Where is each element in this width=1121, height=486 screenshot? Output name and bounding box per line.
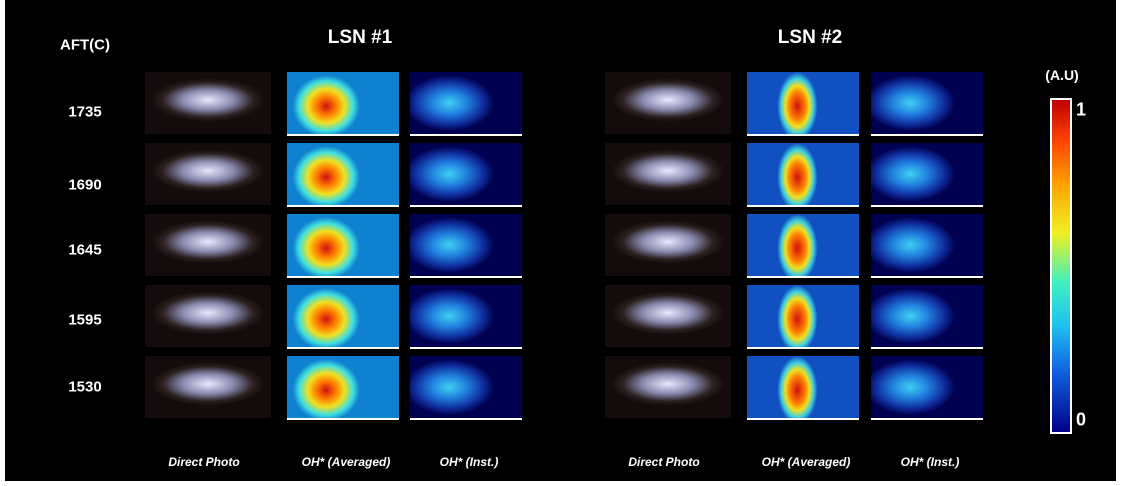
flame-image xyxy=(605,214,731,276)
figure: AFT(C) (A.U) 1 0 1735 1690 1645 1595 1530 LSN… xyxy=(5,0,1116,481)
row-label: 1530 xyxy=(68,379,101,396)
flame-image xyxy=(287,143,399,207)
flame-image xyxy=(747,143,859,207)
flame-image xyxy=(747,72,859,136)
flame-image xyxy=(145,143,271,205)
flame-image xyxy=(871,214,983,278)
flame-image xyxy=(410,72,522,136)
flame-image xyxy=(410,356,522,420)
colorbar xyxy=(1050,98,1072,434)
colorbar-max: 1 xyxy=(1076,100,1086,121)
column-label: OH* (Inst.) xyxy=(440,455,499,469)
flame-image xyxy=(747,214,859,278)
flame-image xyxy=(605,285,731,347)
flame-image xyxy=(410,285,522,349)
flame-image xyxy=(605,356,731,418)
flame-image xyxy=(145,72,271,134)
column-label: Direct Photo xyxy=(168,455,239,469)
colorbar-min: 0 xyxy=(1076,410,1086,431)
group-title: LSN #1 xyxy=(328,27,392,49)
flame-image xyxy=(871,285,983,349)
flame-image xyxy=(410,143,522,207)
flame-image xyxy=(145,285,271,347)
flame-image xyxy=(145,356,271,418)
flame-image xyxy=(287,356,399,420)
flame-image xyxy=(747,285,859,349)
flame-image xyxy=(871,143,983,207)
flame-image xyxy=(605,72,731,134)
colorbar-label: (A.U) xyxy=(1045,67,1078,83)
column-label: OH* (Averaged) xyxy=(762,455,851,469)
row-header: AFT(C) xyxy=(60,37,110,54)
row-label: 1645 xyxy=(68,242,101,259)
flame-image xyxy=(871,356,983,420)
flame-image xyxy=(747,356,859,420)
flame-image xyxy=(871,72,983,136)
group-title: LSN #2 xyxy=(778,27,842,49)
flame-image xyxy=(287,285,399,349)
flame-image xyxy=(605,143,731,205)
column-label: Direct Photo xyxy=(628,455,699,469)
row-label: 1735 xyxy=(68,104,101,121)
column-label: OH* (Inst.) xyxy=(901,455,960,469)
flame-image xyxy=(410,214,522,278)
column-label: OH* (Averaged) xyxy=(302,455,391,469)
flame-image xyxy=(145,214,271,276)
flame-image xyxy=(287,72,399,136)
row-label: 1690 xyxy=(68,177,101,194)
row-label: 1595 xyxy=(68,312,101,329)
flame-image xyxy=(287,214,399,278)
